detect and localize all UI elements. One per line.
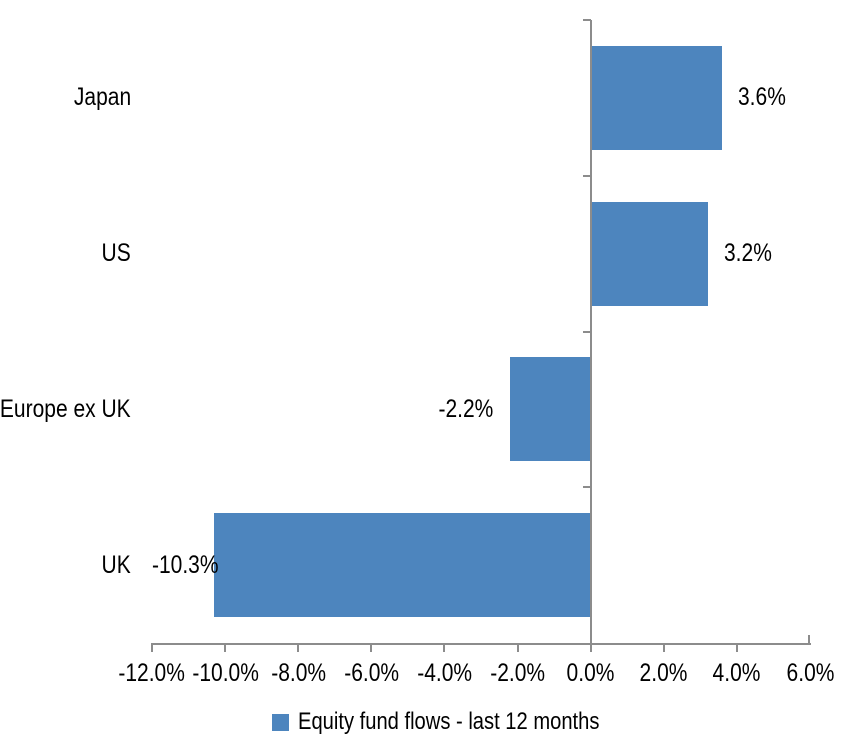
category-label-text: US xyxy=(101,239,131,268)
y-tick xyxy=(582,486,591,489)
bar-us xyxy=(590,201,708,306)
legend-swatch xyxy=(272,713,289,731)
x-tick-label-text: -12.0% xyxy=(118,658,186,687)
data-label-text: 3.6% xyxy=(738,83,787,112)
x-tick xyxy=(589,643,592,652)
category-label-text: Europe ex UK xyxy=(0,394,131,423)
category-label-text: UK xyxy=(101,550,131,579)
y-tick xyxy=(582,330,591,333)
y-axis-line xyxy=(589,20,592,643)
bar-uk xyxy=(214,513,591,618)
data-label-us: 3.2% xyxy=(724,238,852,270)
x-tick-label-text: -6.0% xyxy=(343,658,399,687)
category-label-uk: UK xyxy=(0,549,131,581)
x-tick-label: -10.0% xyxy=(165,659,285,687)
x-tick xyxy=(662,643,665,652)
x-tick-label-text: 0.0% xyxy=(566,658,615,687)
data-label-text: -2.2% xyxy=(438,394,494,423)
x-tick-label-text: -2.0% xyxy=(490,658,545,687)
data-label-uk: -10.3% xyxy=(152,549,219,581)
x-tick-label-text: -10.0% xyxy=(191,658,259,687)
x-tick-label: 2.0% xyxy=(604,659,724,687)
x-tick xyxy=(151,643,153,652)
data-label-japan: 3.6% xyxy=(738,82,852,114)
x-tick-label-text: -8.0% xyxy=(270,658,326,687)
category-label-us: US xyxy=(0,238,131,270)
legend-label: Equity fund flows - last 12 months xyxy=(298,708,600,735)
x-tick-label: 4.0% xyxy=(677,659,797,687)
x-tick-label: -4.0% xyxy=(384,659,504,687)
x-tick-up xyxy=(808,635,810,644)
x-tick-label-text: -4.0% xyxy=(417,658,472,687)
x-tick xyxy=(443,643,446,652)
x-tick-label: -2.0% xyxy=(458,659,578,687)
data-label-text: -10.3% xyxy=(152,550,219,579)
x-tick xyxy=(370,643,373,652)
category-label-europe-ex-uk: Europe ex UK xyxy=(0,393,131,425)
x-tick-label: 6.0% xyxy=(750,659,852,687)
x-tick xyxy=(516,643,519,652)
bar-japan xyxy=(590,45,723,150)
x-tick-label-text: 6.0% xyxy=(786,658,834,687)
x-tick xyxy=(735,643,738,652)
x-tick-label: -6.0% xyxy=(311,659,431,687)
category-label-text: Japan xyxy=(73,83,131,112)
x-tick xyxy=(297,643,300,652)
x-tick-label: -12.0% xyxy=(92,659,212,687)
x-tick-label: -8.0% xyxy=(238,659,358,687)
x-tick-label-text: 4.0% xyxy=(712,658,761,687)
y-tick xyxy=(582,174,591,177)
x-axis-line xyxy=(151,643,811,645)
legend: Equity fund flows - last 12 months xyxy=(272,710,657,734)
x-tick-label: 0.0% xyxy=(531,659,651,687)
y-tick xyxy=(582,19,591,21)
x-tick-label-text: 2.0% xyxy=(639,658,688,687)
category-label-japan: Japan xyxy=(0,82,131,114)
data-label-europe-ex-uk: -2.2% xyxy=(152,393,493,425)
x-tick xyxy=(224,643,227,652)
data-label-text: 3.2% xyxy=(723,239,772,268)
bar-europe-ex-uk xyxy=(510,357,591,462)
